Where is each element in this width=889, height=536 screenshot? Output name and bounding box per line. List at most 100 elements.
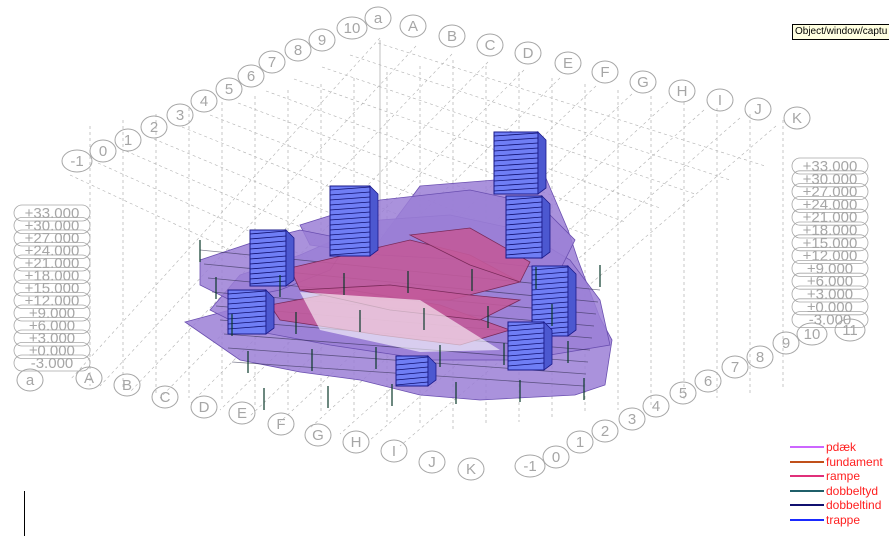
cursor-indicator — [8, 491, 25, 536]
legend-item: fundament — [790, 455, 889, 470]
stair-core[interactable] — [395, 355, 437, 387]
svg-text:E: E — [563, 55, 573, 72]
svg-text:-3.000: -3.000 — [31, 355, 74, 372]
grid-bubble-5: 5 — [215, 77, 243, 101]
grid-line — [293, 78, 661, 209]
grid-bubble-J: J — [418, 450, 446, 474]
svg-text:A: A — [84, 370, 94, 387]
grid-bubble-6: 6 — [237, 64, 265, 88]
legend-item: rampe — [790, 469, 889, 484]
stair-core[interactable] — [505, 195, 551, 259]
svg-text:4: 4 — [652, 398, 660, 415]
stair-core[interactable] — [507, 321, 553, 371]
svg-text:10: 10 — [804, 326, 821, 343]
grid-bubble-B: B — [113, 373, 141, 397]
grid-line — [99, 45, 417, 387]
elevation-label: -3.000 — [791, 311, 869, 329]
stair-core[interactable] — [493, 131, 547, 195]
grid-bubble-2: 2 — [140, 115, 168, 139]
svg-text:8: 8 — [294, 42, 302, 59]
grid-bubble-B: B — [438, 24, 466, 48]
grid-bubble--1: -1 — [514, 454, 546, 478]
svg-text:1: 1 — [124, 132, 132, 149]
grid-bubble-A: A — [399, 14, 427, 38]
ramp-gap — [300, 292, 500, 352]
stair-core[interactable] — [531, 265, 577, 337]
grid-bubbles-bottom-numbers: -1 012 34 56 78 9 10 11 — [514, 318, 866, 478]
ramp — [408, 227, 531, 283]
svg-text:7: 7 — [731, 359, 739, 376]
grid-bubble--1: -1 — [61, 149, 93, 173]
svg-text:H: H — [351, 434, 362, 451]
grid-line — [69, 37, 381, 381]
grid-bubble-1: 1 — [566, 430, 594, 454]
svg-text:a: a — [374, 10, 383, 27]
grid-bubble-D: D — [190, 395, 218, 419]
elevation-label: -3.000 — [13, 354, 91, 372]
svg-text:8: 8 — [756, 349, 764, 366]
svg-text:a: a — [26, 372, 35, 389]
svg-text:-1: -1 — [70, 153, 83, 170]
grid-bubble-a: a — [364, 6, 392, 30]
grid-line — [349, 54, 731, 181]
svg-text:G: G — [312, 427, 324, 444]
grid-bubble-9: 9 — [772, 331, 800, 355]
stair-core[interactable] — [249, 229, 295, 287]
grid-bubble-J: J — [744, 97, 772, 121]
grid-bubble-I: I — [706, 88, 734, 112]
svg-text:3: 3 — [628, 411, 636, 428]
stair-core[interactable] — [227, 289, 275, 335]
grid-bubble-2: 2 — [591, 419, 619, 443]
legend-item: dobbeltind — [790, 498, 889, 513]
svg-text:1: 1 — [576, 434, 584, 451]
svg-text:10: 10 — [344, 20, 361, 37]
legend-item: dobbeltyd — [790, 484, 889, 499]
svg-text:6: 6 — [247, 68, 255, 85]
svg-text:5: 5 — [679, 385, 687, 402]
grid-bubbles-top-letters: A B C D E F G H I J K — [399, 14, 811, 130]
legend-swatch-dobbeltyd — [790, 489, 824, 492]
grid-bubble-K: K — [783, 106, 811, 130]
svg-text:K: K — [792, 110, 802, 127]
grid-bubble-4: 4 — [642, 394, 670, 418]
svg-text:-3.000: -3.000 — [809, 312, 852, 329]
svg-text:11: 11 — [842, 322, 858, 339]
grid-bubble-9: 9 — [308, 28, 336, 52]
grid-bubble-0: 0 — [542, 445, 570, 469]
grid-bubble-10: 10 — [796, 322, 828, 346]
svg-text:0: 0 — [99, 143, 107, 160]
grid-bubble-3: 3 — [618, 407, 646, 431]
grid-bubble-A: A — [75, 366, 103, 390]
grid-bubble-3: 3 — [166, 103, 194, 127]
building-model[interactable] — [184, 131, 613, 410]
grid-bubble-D: D — [514, 41, 542, 65]
grid-bubble-10: 10 — [336, 16, 368, 40]
legend-swatch-pdaek — [790, 446, 824, 449]
legend-label: fundament — [826, 454, 883, 469]
grid-bubble-G: G — [629, 70, 657, 94]
svg-text:F: F — [276, 416, 285, 433]
grid-bubble-C: C — [476, 33, 504, 57]
grid-bubble-1: 1 — [114, 128, 142, 152]
svg-text:7: 7 — [268, 54, 276, 71]
grid-bubble-8: 8 — [284, 38, 312, 62]
svg-text:I: I — [718, 92, 722, 109]
grid-bubble-8: 8 — [746, 345, 774, 369]
grid-bubble-7: 7 — [258, 50, 286, 74]
svg-text:B: B — [122, 377, 132, 394]
grid-bubble-6: 6 — [694, 369, 722, 393]
grid-bubble-4: 4 — [190, 89, 218, 113]
stair-core[interactable] — [329, 185, 379, 257]
grid-bubble-F: F — [267, 412, 295, 436]
svg-text:B: B — [447, 28, 457, 45]
legend-label: dobbeltind — [826, 498, 882, 513]
legend-swatch-rampe — [790, 475, 824, 478]
svg-text:F: F — [600, 64, 609, 81]
grid-bubble-11: 11 — [834, 318, 866, 342]
grid-bubble-H: H — [342, 430, 370, 454]
grid-bubble-7: 7 — [721, 355, 749, 379]
svg-text:I: I — [392, 443, 396, 460]
